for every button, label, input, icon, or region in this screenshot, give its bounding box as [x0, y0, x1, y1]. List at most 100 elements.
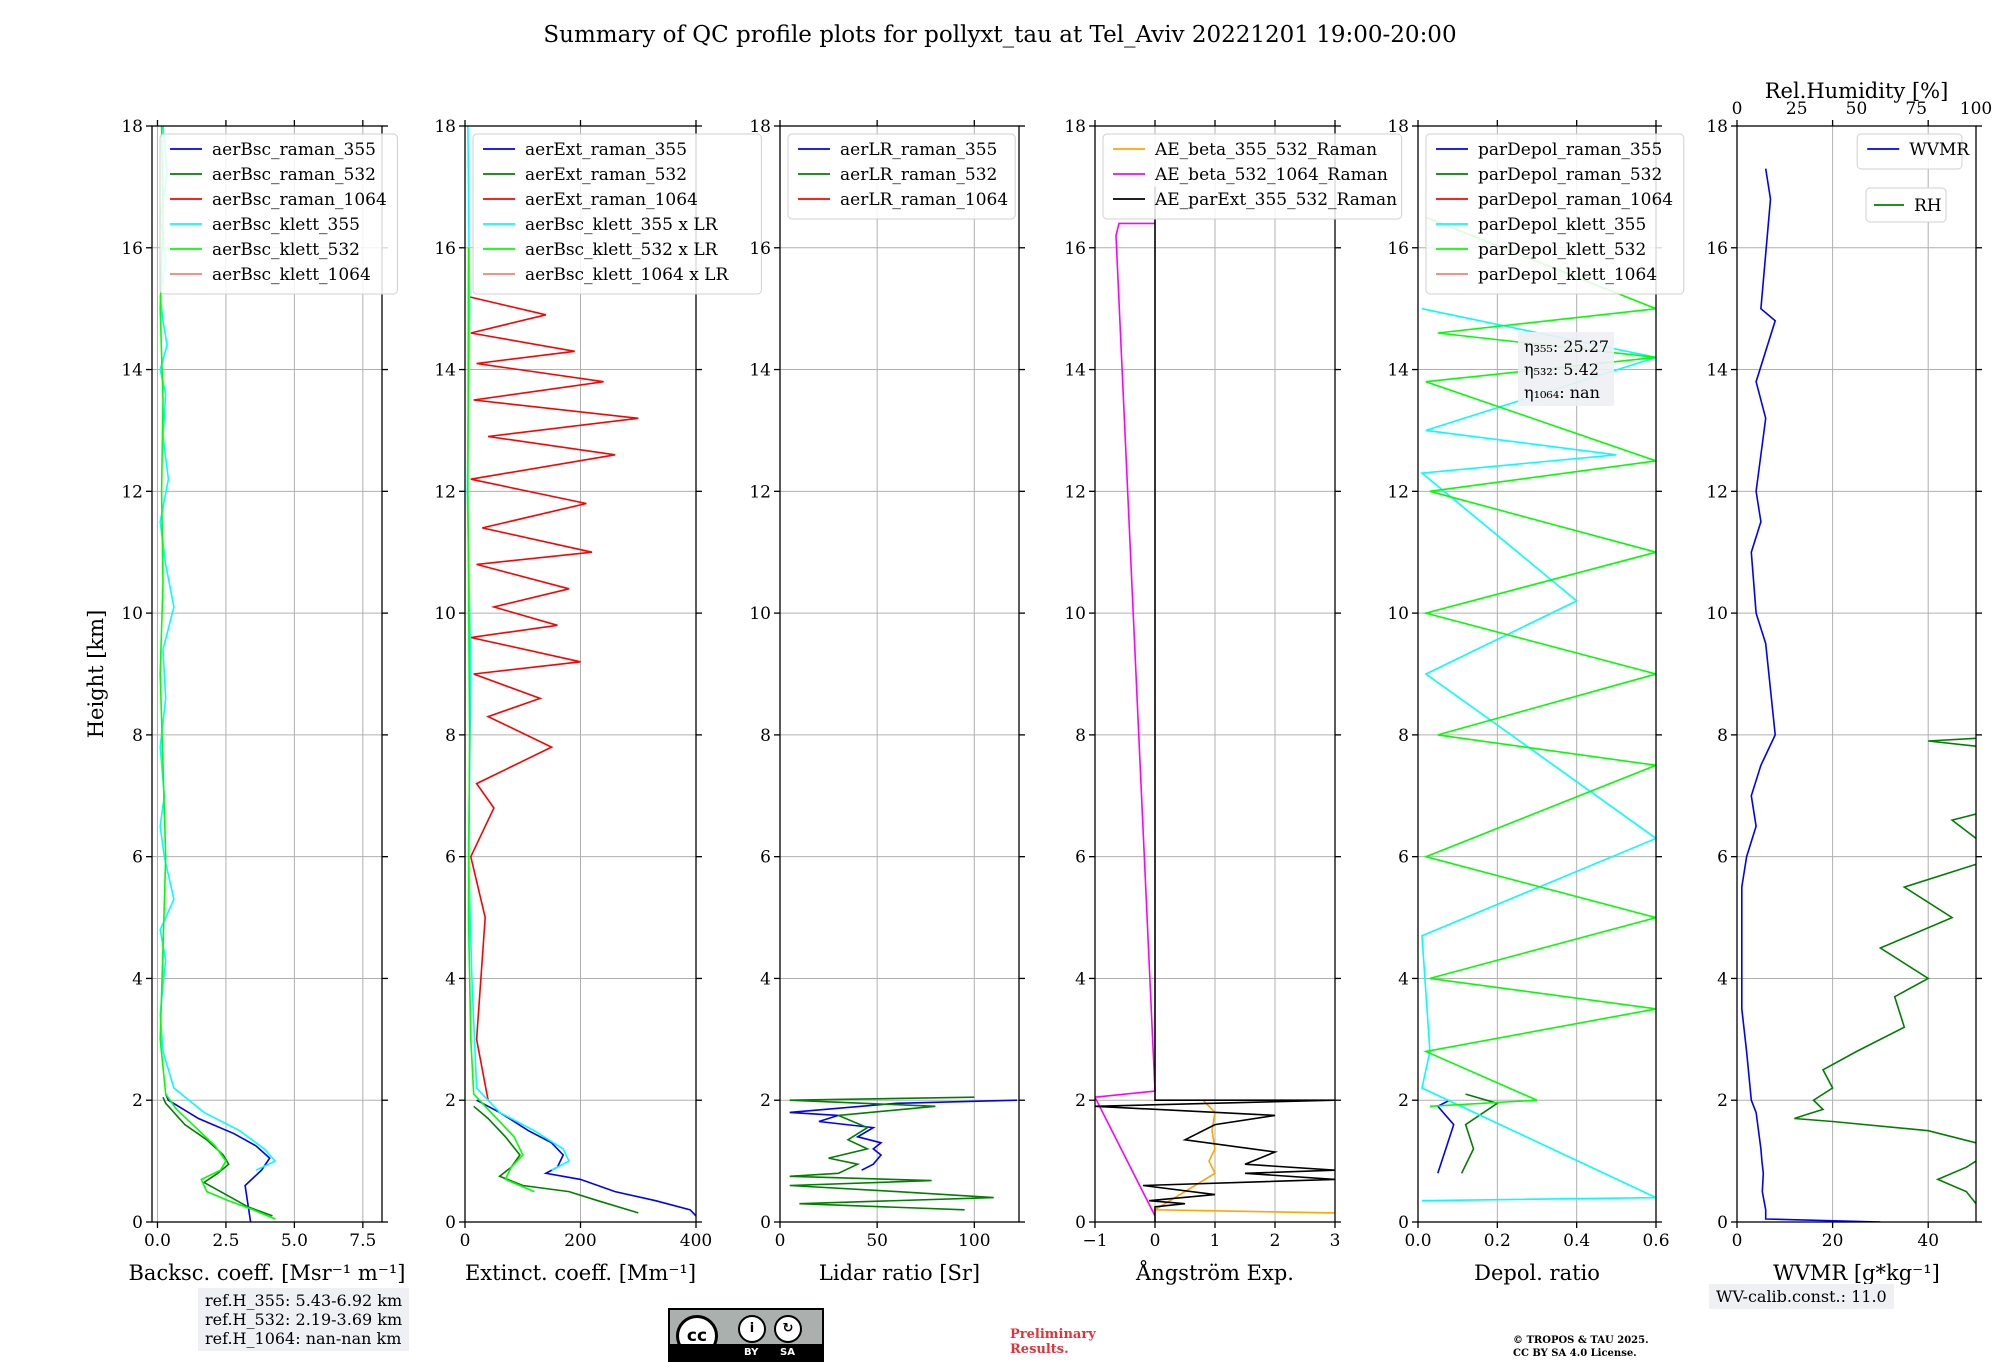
x-axis-label: Ångström Exp.	[1135, 1260, 1294, 1285]
legend-box	[1856, 133, 1963, 170]
y-tick-label: 10	[749, 604, 771, 624]
cc-icon: cc	[676, 1315, 718, 1357]
x-tick-label: 0	[1150, 1231, 1161, 1251]
series-line-aerBsc_klett_532 x LR	[467, 247, 535, 1193]
y-tick-label: 0	[760, 1213, 771, 1233]
x-tick-label: 0.2	[1484, 1231, 1511, 1251]
legend-label: aerBsc_raman_355	[212, 140, 376, 160]
eta-annotation: η₃₅₅: 25.27 η₅₃₂: 5.42 η₁₀₆₄: nan	[1518, 332, 1614, 406]
x-axis-label: Extinct. coeff. [Mm⁻¹]	[465, 1261, 696, 1285]
x-tick-label: 3	[1330, 1231, 1341, 1251]
legend-box	[787, 133, 1016, 220]
x-tick-label: 0	[775, 1231, 786, 1251]
y-tick-label: 8	[1717, 726, 1728, 746]
y-tick-label: 4	[1717, 969, 1728, 989]
y-tick-label: 4	[1398, 969, 1409, 989]
y-tick-label: 10	[1387, 604, 1409, 624]
series-line-aerLR_raman_355	[789, 1099, 1018, 1171]
series-line-aerBsc_klett_355	[159, 126, 277, 1171]
y-tick-label: 18	[1387, 117, 1409, 137]
preliminary-line-1: Preliminary	[1010, 1327, 1096, 1342]
y-tick-label: 8	[1075, 726, 1086, 746]
y-tick-label: 6	[1075, 848, 1086, 868]
series-line-aerBsc_klett_532	[159, 126, 276, 1220]
series-line-AE_beta_355_532_Raman	[1152, 1099, 1335, 1214]
series-group	[466, 126, 696, 1217]
x-tick-label: 2.5	[212, 1231, 239, 1251]
series-line-parDepol_klett_355	[1419, 307, 1656, 1202]
y-tick-label: 12	[121, 482, 143, 502]
series-group	[1419, 216, 1656, 1202]
y-tick-label: 14	[1706, 361, 1728, 381]
x-tick-label: 50	[866, 1231, 888, 1251]
series-group	[1095, 186, 1335, 1222]
y-tick-label: 0	[1717, 1213, 1728, 1233]
legend-label: aerBsc_klett_355	[212, 215, 360, 235]
legend-label: aerBsc_klett_1064 x LR	[525, 265, 729, 285]
y-tick-label: 2	[1717, 1091, 1728, 1111]
x-tick-label: 0.4	[1563, 1231, 1590, 1251]
y-tick-label: 2	[1075, 1091, 1086, 1111]
x-tick-label: 200	[564, 1231, 596, 1251]
y-tick-label: 10	[434, 604, 456, 624]
copyright-line-1: © TROPOS & TAU 2025.	[1513, 1335, 1649, 1346]
legend: WVMR	[1856, 133, 1970, 170]
x-tick-label: 40	[1917, 1231, 1939, 1251]
legend-label: parDepol_raman_532	[1478, 165, 1662, 185]
x-axis-label: Depol. ratio	[1474, 1261, 1600, 1285]
copyright-note: © TROPOS & TAU 2025. CC BY SA 4.0 Licens…	[1513, 1334, 1649, 1360]
legend-label: aerExt_raman_1064	[525, 190, 698, 210]
series-line-aerBsc_raman_532	[162, 1096, 273, 1217]
sa-icon: ↻	[774, 1315, 802, 1343]
copyright-line-2: CC BY SA 4.0 License.	[1513, 1348, 1637, 1359]
y-tick-label: 16	[1387, 239, 1409, 259]
y-tick-label: 16	[749, 239, 771, 259]
legend: AE_beta_355_532_Raman AE_beta_532_1064_Ra…	[1102, 133, 1403, 220]
x-tick-label: 0.0	[1404, 1231, 1431, 1251]
legend-label: aerBsc_raman_532	[212, 165, 376, 185]
eta-line: η₃₅₅: 25.27	[1524, 337, 1609, 356]
legend-label: aerBsc_klett_1064	[212, 265, 371, 285]
y-tick-label: 18	[749, 117, 771, 137]
preliminary-line-2: Results.	[1010, 1342, 1069, 1357]
legend-label: aerLR_raman_355	[840, 140, 997, 160]
y-tick-label: 14	[121, 361, 143, 381]
y-tick-label: 12	[1387, 482, 1409, 502]
legend-label: parDepol_klett_355	[1478, 215, 1646, 235]
x-tick-label: 0	[1732, 1231, 1743, 1251]
panel-2: 0 2 4 6 8 10 12 14 16 18 0 200 400 Extinct. coeff. [M…	[434, 117, 762, 1285]
panel-frame	[151, 125, 383, 1223]
series-line-parDepol_raman_355	[1436, 1099, 1455, 1174]
y-tick-label: 16	[121, 239, 143, 259]
x2-tick-label: 100	[1960, 99, 1992, 119]
x2-tick-label: 75	[1905, 99, 1927, 119]
y-tick-label: 14	[749, 361, 771, 381]
x-axis-label: WVMR [g*kg⁻¹]	[1773, 1261, 1940, 1285]
x-axis-label: Backsc. coeff. [Msr⁻¹ m⁻¹]	[129, 1261, 406, 1285]
y-tick-label: 4	[760, 969, 771, 989]
legend-box	[159, 133, 398, 295]
panel-frame	[1417, 125, 1657, 1223]
y-tick-label: 14	[1064, 361, 1086, 381]
legend-label: AE_beta_355_532_Raman	[1154, 140, 1377, 160]
y-tick-label: 8	[760, 726, 771, 746]
x-tick-label: 1	[1210, 1231, 1221, 1251]
x-tick-label: 0	[460, 1231, 471, 1251]
series-line-aerExt_raman_532	[473, 1105, 639, 1214]
cc-license-badge: cc i ↻ BY SA	[668, 1308, 824, 1362]
legend-label: aerExt_raman_355	[525, 140, 687, 160]
y-tick-label: 2	[445, 1091, 456, 1111]
y-tick-label: 2	[760, 1091, 771, 1111]
legend-label: parDepol_klett_532	[1478, 240, 1646, 260]
ref-height-1064: ref.H_1064: nan-nan km	[205, 1329, 402, 1348]
legend-label: parDepol_raman_355	[1478, 140, 1662, 160]
cc-badge-footer: BY SA	[670, 1344, 822, 1360]
y-tick-label: 18	[1064, 117, 1086, 137]
by-icon: i	[738, 1315, 766, 1343]
x2-axis-label: Rel.Humidity [%]	[1765, 79, 1949, 103]
y-tick-label: 14	[434, 361, 456, 381]
panel-1: 0 2 4 6 8 10 12 14 16 18 0.0 2.5 5.0 7.5 Backsc. coeff…	[121, 117, 405, 1285]
eta-box	[1518, 332, 1614, 406]
